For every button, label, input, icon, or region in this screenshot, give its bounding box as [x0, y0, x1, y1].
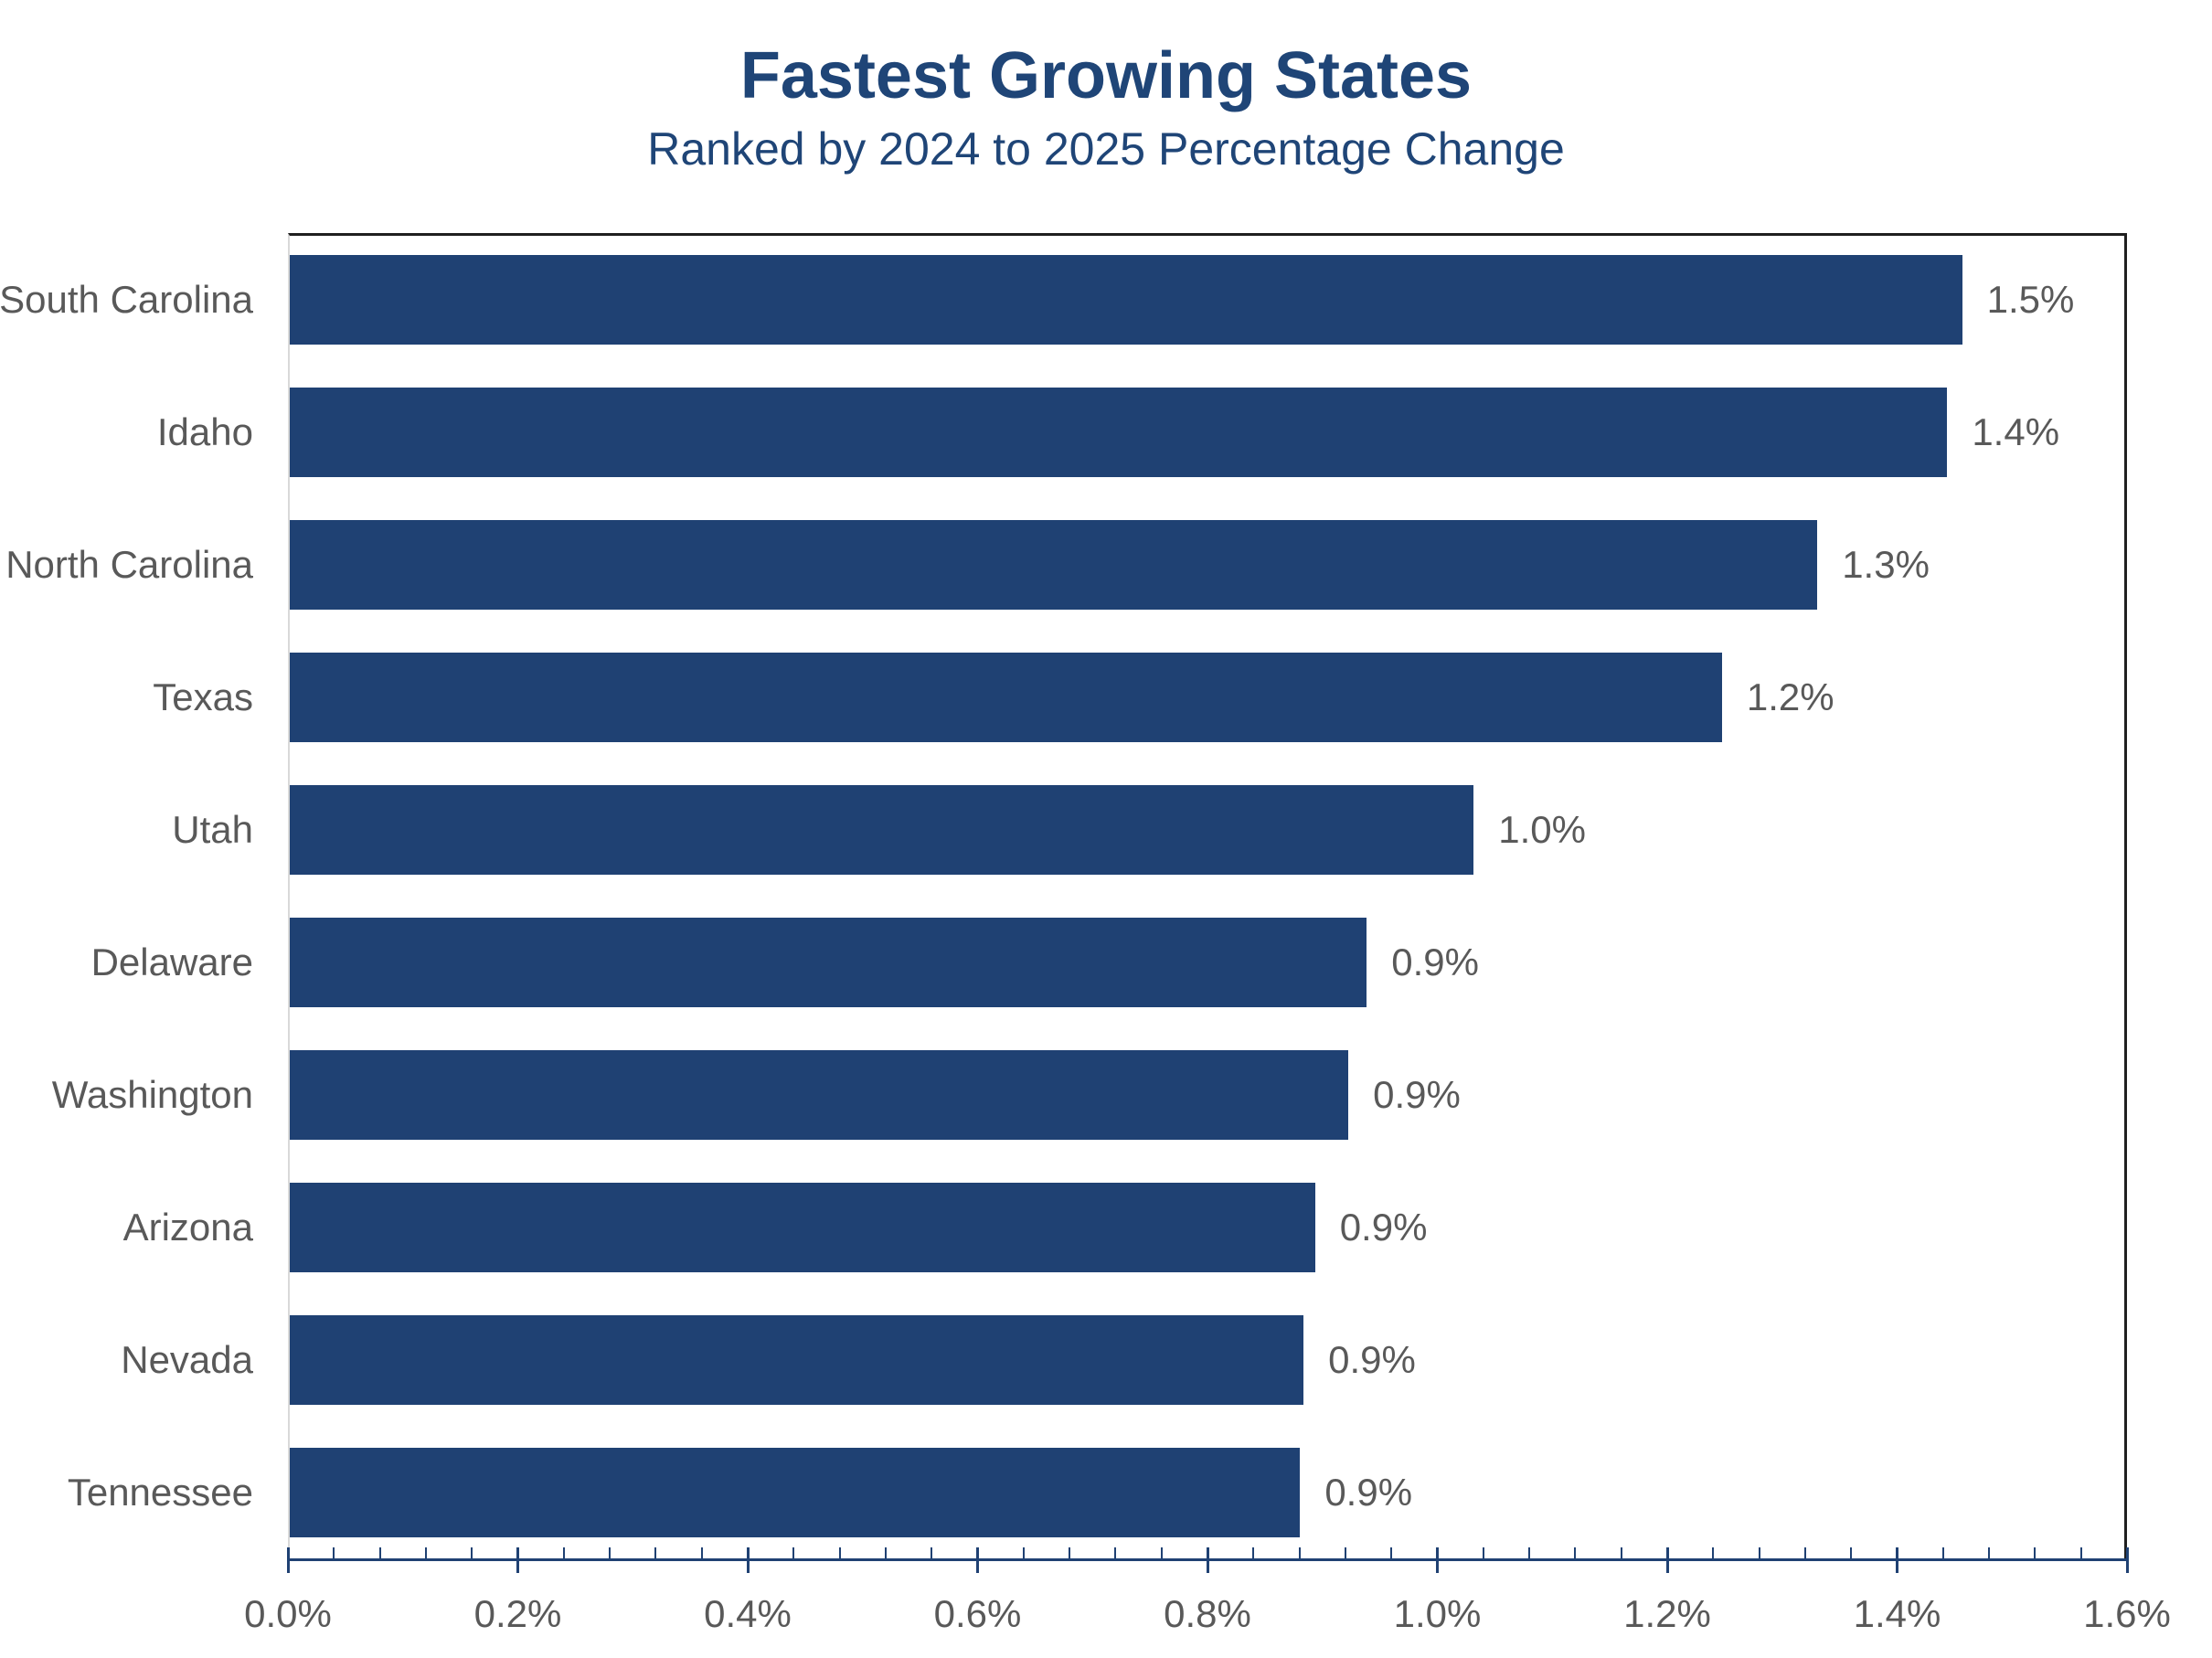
x-axis-minor-tick — [1941, 1547, 1944, 1558]
x-axis-tick-label: 1.6% — [2083, 1592, 2171, 1635]
x-axis-major-tick — [1665, 1547, 1669, 1573]
x-axis-tick-label: 0.0% — [244, 1592, 332, 1635]
x-axis-minor-tick — [1988, 1547, 1991, 1558]
x-axis-tick-label: 1.4% — [1853, 1592, 1941, 1635]
bar-value-label: 1.0% — [1498, 807, 1586, 851]
category-label: Washington — [51, 1073, 253, 1117]
bar-value-label: 0.9% — [1324, 1471, 1413, 1515]
bar — [290, 1448, 1301, 1538]
x-axis-major-tick — [1896, 1547, 1898, 1573]
x-axis-minor-tick — [838, 1547, 841, 1558]
bar-value-label: 0.9% — [1328, 1338, 1416, 1382]
bar — [290, 387, 1948, 477]
bar — [290, 652, 1722, 742]
x-axis-minor-tick — [609, 1547, 611, 1558]
category-label: Utah — [172, 807, 253, 851]
category-label: Idaho — [156, 409, 253, 453]
bar — [290, 1315, 1304, 1406]
bar-value-label: 1.3% — [1842, 542, 1930, 586]
x-axis-minor-tick — [1712, 1547, 1715, 1558]
bar — [290, 918, 1367, 1008]
x-axis-minor-tick — [884, 1547, 887, 1558]
bar — [290, 1050, 1349, 1141]
x-axis-major-tick — [1206, 1547, 1209, 1573]
bar — [290, 1183, 1315, 1273]
bar — [290, 784, 1474, 875]
bar — [290, 254, 1962, 345]
x-axis-minor-tick — [1620, 1547, 1622, 1558]
x-axis-minor-tick — [1022, 1547, 1025, 1558]
x-axis-minor-tick — [1114, 1547, 1117, 1558]
x-axis-major-tick — [746, 1547, 750, 1573]
bar — [290, 519, 1818, 610]
x-axis-minor-tick — [1160, 1547, 1163, 1558]
x-axis-minor-tick — [1298, 1547, 1301, 1558]
x-axis-minor-tick — [654, 1547, 657, 1558]
x-axis-major-tick — [2125, 1547, 2129, 1573]
category-label: Arizona — [122, 1206, 253, 1249]
x-axis-minor-tick — [378, 1547, 381, 1558]
chart-subtitle: Ranked by 2024 to 2025 Percentage Change — [647, 123, 1565, 175]
x-axis-tick-label: 0.6% — [933, 1592, 1022, 1635]
x-axis-tick-label: 0.4% — [704, 1592, 792, 1635]
x-axis-minor-tick — [1758, 1547, 1760, 1558]
x-axis-minor-tick — [1252, 1547, 1255, 1558]
bar-value-label: 1.2% — [1746, 675, 1834, 718]
x-axis-minor-tick — [562, 1547, 565, 1558]
x-axis-major-tick — [976, 1547, 979, 1573]
category-label: Texas — [153, 675, 253, 718]
x-axis-minor-tick — [1482, 1547, 1484, 1558]
x-axis-minor-tick — [792, 1547, 795, 1558]
x-axis-minor-tick — [1528, 1547, 1531, 1558]
chart-title: Fastest Growing States — [739, 39, 1473, 112]
x-axis-minor-tick — [2079, 1547, 2082, 1558]
category-label: Delaware — [90, 941, 253, 984]
x-axis-minor-tick — [1803, 1547, 1806, 1558]
x-axis-minor-tick — [424, 1547, 427, 1558]
x-axis-minor-tick — [1069, 1547, 1071, 1558]
bar-value-label: 0.9% — [1373, 1073, 1461, 1117]
x-axis-minor-tick — [1344, 1547, 1346, 1558]
category-label: North Carolina — [5, 542, 253, 586]
x-axis-tick-label: 0.2% — [473, 1592, 562, 1635]
x-axis-tick-label: 1.2% — [1623, 1592, 1711, 1635]
x-axis-major-tick — [1436, 1547, 1439, 1573]
x-axis-minor-tick — [2034, 1547, 2037, 1558]
x-axis-minor-tick — [1574, 1547, 1577, 1558]
x-axis-minor-tick — [1390, 1547, 1393, 1558]
category-label: South Carolina — [0, 277, 253, 321]
x-axis-minor-tick — [1850, 1547, 1853, 1558]
bar-value-label: 1.5% — [1986, 277, 2075, 321]
x-axis-minor-tick — [700, 1547, 703, 1558]
x-axis-tick-label: 1.0% — [1393, 1592, 1482, 1635]
x-axis-minor-tick — [471, 1547, 473, 1558]
x-axis-minor-tick — [931, 1547, 933, 1558]
x-axis-major-tick — [286, 1547, 290, 1573]
x-axis-major-tick — [516, 1547, 519, 1573]
bar-value-label: 0.9% — [1339, 1206, 1428, 1249]
bar-value-label: 0.9% — [1391, 941, 1479, 984]
category-label: Tennessee — [67, 1471, 253, 1515]
x-axis-minor-tick — [333, 1547, 335, 1558]
category-label: Nevada — [121, 1338, 253, 1382]
x-axis-tick-label: 0.8% — [1164, 1592, 1251, 1635]
bar-value-label: 1.4% — [1972, 409, 2060, 453]
